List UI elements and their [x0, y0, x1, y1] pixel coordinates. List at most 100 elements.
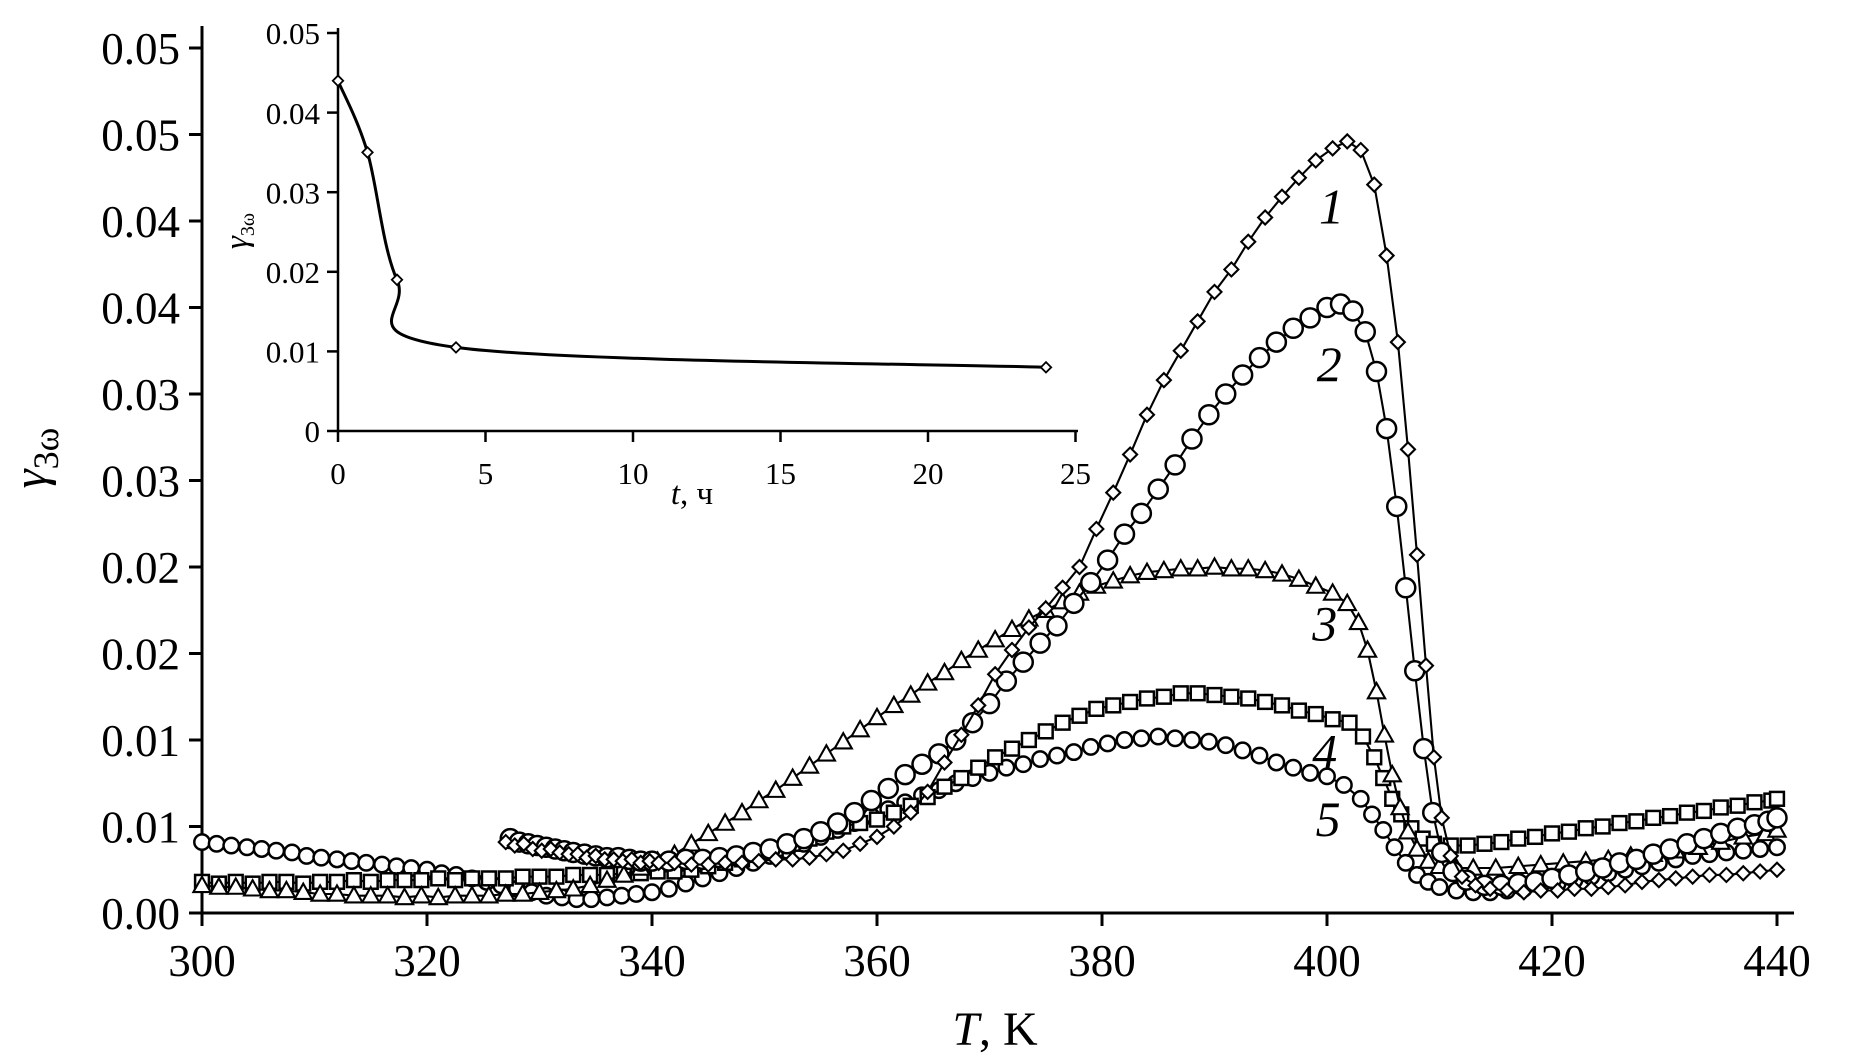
circle-marker [1375, 417, 1398, 440]
triangle-marker [529, 881, 550, 900]
circle-small-marker [1048, 746, 1066, 765]
triangle-marker [1136, 561, 1158, 580]
triangle-marker [444, 884, 466, 904]
square-marker [1678, 804, 1696, 821]
square-marker [1510, 830, 1527, 847]
diamond-marker [817, 845, 835, 863]
main-y-tick-label: 0.01 [101, 716, 180, 766]
triangle-marker [1220, 557, 1242, 577]
inset-y-tick-label: 0.03 [266, 175, 320, 210]
diamond-marker [1273, 188, 1291, 206]
triangle-marker [849, 718, 871, 738]
diamond-marker [1256, 209, 1274, 227]
circle-small-marker [342, 852, 361, 871]
circle-marker [1096, 549, 1119, 571]
circle-small-marker [1363, 805, 1381, 824]
inset-x-tick-label: 25 [1060, 456, 1091, 491]
triangle-marker [309, 883, 331, 902]
circle-small-marker [1267, 753, 1286, 772]
square-marker [970, 759, 987, 776]
circle-small-marker [387, 857, 406, 876]
triangle-marker [1322, 582, 1344, 601]
triangle-marker [950, 649, 972, 669]
triangle-marker [613, 864, 635, 883]
main-x-tick-label: 320 [393, 936, 461, 986]
circle-marker [1198, 404, 1220, 426]
circle-small-marker [1216, 736, 1235, 755]
square-marker [480, 870, 498, 887]
main-y-axis-title: γ3ω [4, 428, 66, 489]
circle-small-marker [1374, 821, 1393, 839]
triangle-marker [866, 706, 888, 726]
main-y-tick-label: 0.01 [101, 803, 180, 853]
circle-small-marker [328, 850, 346, 869]
circle-marker [1395, 577, 1417, 599]
circle-marker [1164, 454, 1186, 476]
square-marker [1712, 799, 1729, 816]
diamond-marker [1172, 342, 1190, 360]
diamond-marker [1399, 440, 1417, 458]
inset-series-annealing-curve [331, 74, 1053, 374]
circle-small-marker [1166, 729, 1185, 748]
square-marker [463, 870, 481, 887]
diamond-marker [767, 850, 785, 868]
circle-small-marker [252, 840, 271, 858]
series-2-line [509, 302, 1778, 887]
square-marker [1354, 728, 1372, 745]
circle-small-marker [582, 890, 601, 909]
circle-marker [860, 789, 883, 812]
triangle-marker [1187, 557, 1209, 577]
main-y-tick-label: 0.00 [101, 889, 180, 939]
series-1: 1 [497, 132, 1786, 901]
square-marker [1366, 749, 1383, 766]
diamond-marker [1717, 866, 1735, 884]
triangle-marker [1271, 563, 1293, 582]
diamond-marker [1138, 406, 1156, 424]
circle-small-marker [659, 879, 678, 898]
circle-small-marker [1115, 731, 1134, 749]
main-axes: 0.00 0.01 0.01 0.02 0.02 0.03 0.03 0.04 0.04 0.05… [4, 24, 1811, 1056]
circle-marker [877, 777, 899, 800]
triangle-marker [208, 876, 230, 895]
diamond-marker [1417, 657, 1435, 675]
circle-marker [1766, 807, 1788, 829]
diamond-marker [1616, 876, 1634, 894]
diamond-marker [1071, 558, 1088, 576]
diamond-marker [1633, 873, 1651, 891]
triangle-marker [697, 822, 719, 842]
triangle-marker [394, 886, 415, 906]
circle-marker [1012, 651, 1034, 673]
circle-small-marker [193, 833, 211, 852]
circle-small-marker [1199, 732, 1218, 751]
square-marker [1054, 714, 1071, 731]
circle-small-marker [1250, 746, 1269, 765]
triangle-marker [225, 876, 247, 895]
circle-small-marker [297, 846, 316, 865]
square-marker [1071, 707, 1088, 724]
circle-small-marker [598, 888, 616, 907]
circle-small-marker [1768, 838, 1786, 857]
triangle-marker [1254, 559, 1276, 579]
triangle-marker [259, 879, 280, 899]
diamond-marker [834, 842, 852, 860]
inset-x-tick-label: 5 [478, 456, 494, 491]
diamond-marker [1453, 868, 1471, 886]
series-2: 2 [499, 293, 1788, 897]
square-marker [1526, 828, 1544, 846]
circle-marker [1130, 502, 1153, 525]
triangle-marker [799, 755, 820, 774]
circle-marker [843, 801, 866, 824]
circle-marker [1365, 360, 1388, 383]
main-y-tick-label: 0.05 [101, 24, 180, 74]
diamond-marker [699, 856, 717, 874]
square-marker [1645, 809, 1662, 827]
circle-marker [1046, 615, 1068, 637]
triangle-marker [360, 884, 382, 904]
main-x-axis-title: T, K [952, 1003, 1038, 1056]
diamond-marker [733, 854, 751, 872]
circle-small-marker [222, 836, 241, 855]
circle-small-marker [1031, 750, 1050, 768]
diamond-marker [682, 856, 700, 874]
main-axis-lines [200, 26, 1794, 915]
